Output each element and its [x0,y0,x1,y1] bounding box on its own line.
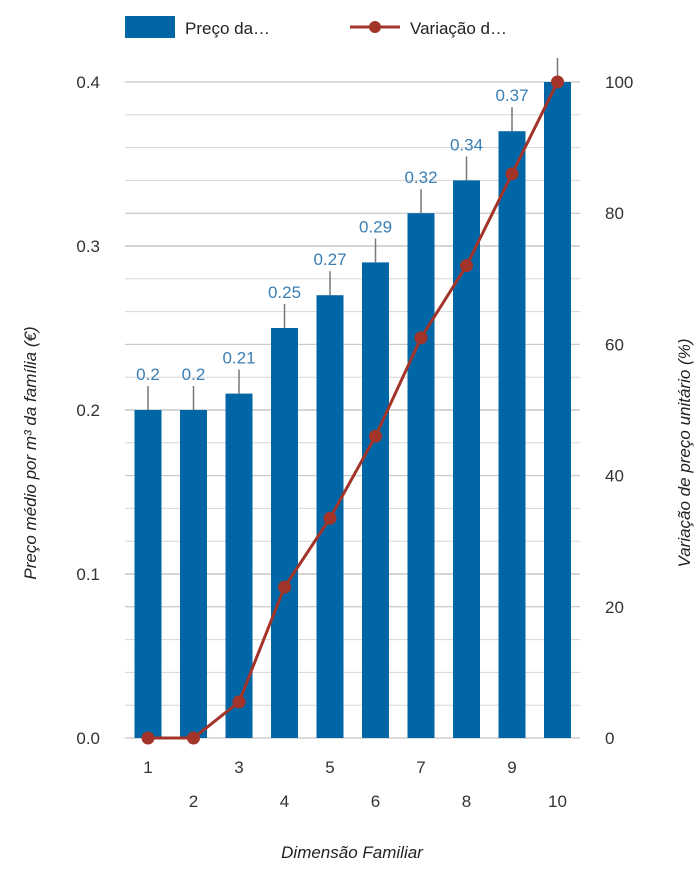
x-tick-label: 10 [548,792,567,811]
line-point [141,731,155,745]
line-point [323,511,337,525]
bar [498,131,526,738]
right-tick-label: 80 [605,204,624,223]
x-tick-label: 7 [416,758,425,777]
x-tick-label: 5 [325,758,334,777]
right-tick-label: 60 [605,335,624,354]
legend-bar-label: Preço da… [185,19,270,38]
legend-line-marker [369,21,381,33]
left-tick-label: 0.0 [76,729,100,748]
x-tick-label: 2 [189,792,198,811]
variation-polyline [148,81,559,740]
x-axis-title: Dimensão Familiar [281,843,424,862]
legend-bar-swatch [125,16,175,38]
data-label: 0.32 [404,168,437,187]
data-label: 0.34 [450,135,483,154]
line-point [369,429,382,443]
bars [134,82,571,738]
right-axis-ticks: 0 20 40 60 80 100 [605,73,633,748]
x-tick-label: 1 [143,758,152,777]
variation-line [141,75,564,745]
left-axis-ticks: 0.0 0.1 0.2 0.3 0.4 [76,73,100,748]
x-tick-label: 6 [371,792,380,811]
x-tick-label: 9 [507,758,516,777]
right-tick-label: 0 [605,729,614,748]
left-tick-label: 0.3 [76,237,100,256]
data-label: 0.2 [136,365,160,384]
data-label: 0.29 [359,217,392,236]
legend: Preço da… Variação d… [125,16,507,38]
x-tick-label: 8 [462,792,471,811]
left-axis-title: Preço médio por m³ da família (€) [21,326,40,579]
line-point [551,75,564,89]
right-tick-label: 20 [605,598,624,617]
data-labels: 0.2 0.2 0.21 0.25 0.27 0.29 0.32 0.34 0.37 [136,86,528,384]
left-tick-label: 0.2 [76,401,100,420]
x-tick-label: 3 [234,758,243,777]
data-label: 0.25 [268,283,301,302]
right-axis-title: Variação de preço unitário (%) [675,339,694,568]
right-tick-label: 40 [605,467,624,486]
right-tick-label: 100 [605,73,633,92]
x-tick-label: 4 [280,792,289,811]
bar [362,262,389,738]
line-point [414,331,428,345]
left-tick-label: 0.4 [76,73,100,92]
data-label: 0.37 [495,86,528,105]
line-point [278,580,291,594]
bar [180,410,207,738]
x-axis-ticks: 1 2 3 4 5 6 7 8 9 10 [143,758,567,811]
legend-line-label: Variação d… [410,19,507,38]
bar [407,213,435,738]
bar [271,328,298,738]
data-label: 0.2 [182,365,206,384]
bar [453,180,480,738]
left-tick-label: 0.1 [76,565,100,584]
data-label: 0.27 [313,250,346,269]
line-point [505,167,519,181]
line-point [187,731,200,745]
line-point [460,259,473,273]
line-point [232,695,246,709]
bar [544,82,571,738]
whiskers [147,58,559,410]
bar [134,410,162,738]
data-label: 0.21 [222,349,255,368]
bar [225,393,253,738]
